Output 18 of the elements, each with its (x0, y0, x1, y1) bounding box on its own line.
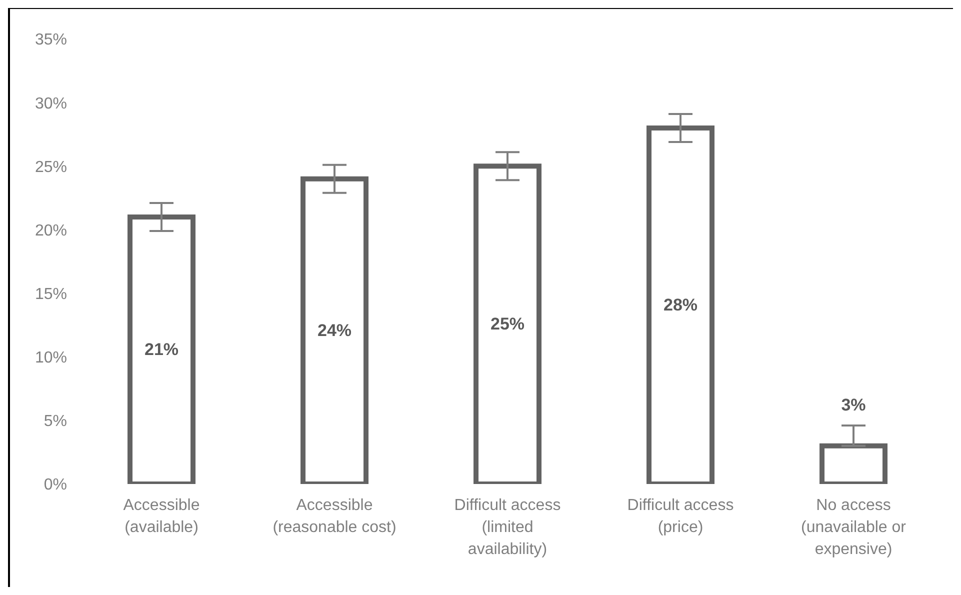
y-tick-label: 15% (34, 286, 67, 303)
y-tick-label: 30% (34, 95, 67, 112)
data-label: 3% (841, 395, 866, 414)
data-label: 21% (144, 340, 179, 359)
data-label: 28% (663, 295, 698, 314)
y-tick-label: 35% (34, 32, 67, 49)
y-tick-label: 20% (34, 222, 67, 240)
y-tick-label: 0% (44, 476, 67, 494)
data-label: 25% (490, 314, 525, 334)
y-tick-label: 10% (34, 350, 67, 367)
x-tick-label: Accessible (reasonable cost) (272, 497, 396, 536)
y-tick-label: 25% (34, 158, 67, 176)
x-tick-label: Accessible (available) (123, 497, 200, 536)
x-tick-label: Difficult access (limited availability) (454, 497, 561, 558)
x-tick-label: No access (unavailable or expensive) (801, 497, 907, 558)
y-tick-label: 5% (44, 413, 67, 430)
x-tick-label: Difficult access (price) (627, 497, 734, 536)
data-label: 24% (317, 320, 352, 340)
